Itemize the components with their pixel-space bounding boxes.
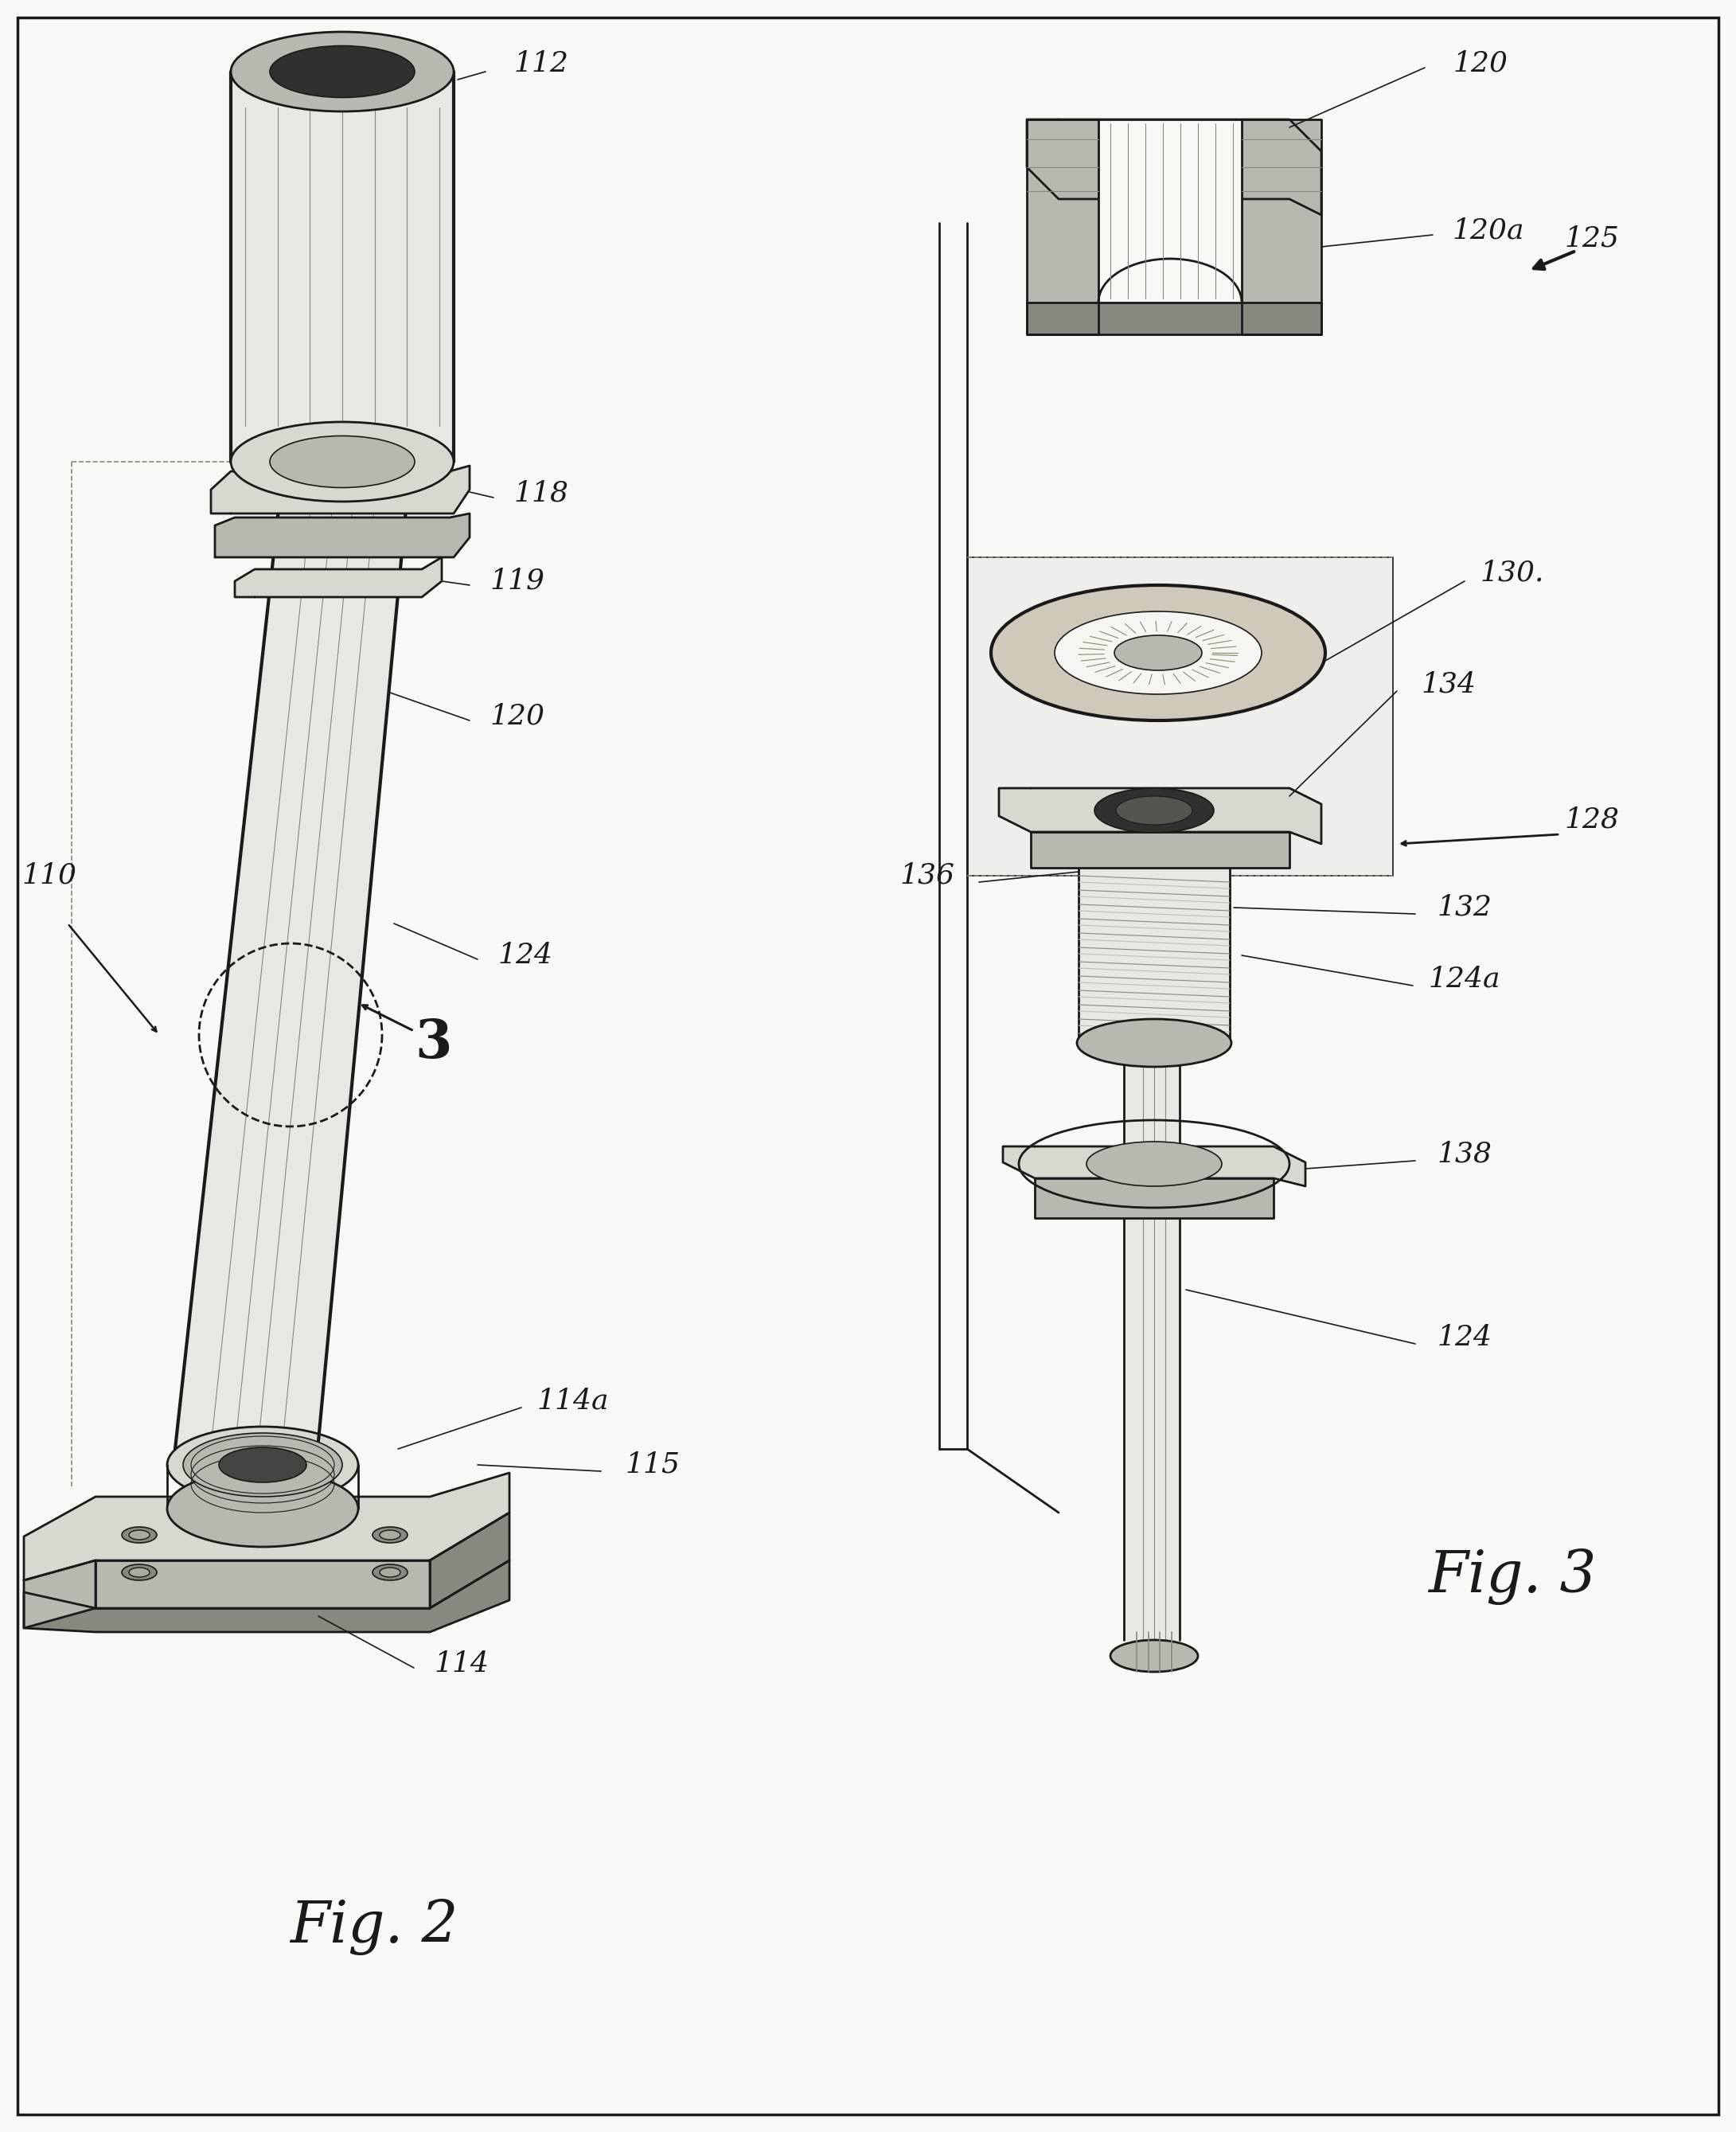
Polygon shape: [24, 1473, 509, 1580]
Polygon shape: [1078, 868, 1229, 1043]
Text: 114: 114: [434, 1650, 490, 1678]
Text: 119: 119: [490, 567, 545, 595]
Text: 118: 118: [514, 480, 569, 507]
Ellipse shape: [167, 1471, 358, 1548]
Text: 130.: 130.: [1481, 561, 1545, 586]
Polygon shape: [234, 556, 441, 597]
Polygon shape: [231, 72, 453, 463]
Polygon shape: [1241, 119, 1321, 335]
Polygon shape: [215, 514, 470, 556]
Text: 124a: 124a: [1429, 966, 1500, 994]
Text: 120a: 120a: [1453, 217, 1524, 245]
Ellipse shape: [1087, 1141, 1222, 1185]
Ellipse shape: [373, 1527, 408, 1544]
Text: 120: 120: [490, 704, 545, 729]
Text: 134: 134: [1422, 672, 1476, 697]
Text: 3: 3: [415, 1017, 453, 1068]
Text: 120: 120: [1453, 51, 1509, 77]
Ellipse shape: [1094, 789, 1213, 834]
Ellipse shape: [1111, 1640, 1198, 1671]
Ellipse shape: [231, 422, 453, 501]
Ellipse shape: [373, 1565, 408, 1580]
Text: 125: 125: [1564, 226, 1620, 252]
Polygon shape: [175, 510, 406, 1450]
Text: 136: 136: [899, 861, 955, 889]
Ellipse shape: [991, 584, 1325, 721]
Ellipse shape: [122, 1527, 156, 1544]
Polygon shape: [1035, 1179, 1274, 1217]
Ellipse shape: [1116, 795, 1193, 825]
Polygon shape: [1031, 831, 1290, 868]
Polygon shape: [1026, 303, 1321, 335]
Polygon shape: [431, 1512, 509, 1608]
Polygon shape: [1099, 119, 1241, 303]
Ellipse shape: [231, 32, 453, 111]
Polygon shape: [998, 789, 1321, 844]
Text: 112: 112: [514, 51, 569, 77]
Polygon shape: [967, 556, 1392, 876]
Ellipse shape: [380, 1567, 401, 1578]
Polygon shape: [1026, 119, 1099, 335]
Ellipse shape: [128, 1567, 149, 1578]
Polygon shape: [1003, 1147, 1305, 1185]
Text: 124: 124: [498, 942, 552, 968]
Polygon shape: [212, 465, 470, 514]
Ellipse shape: [1115, 635, 1201, 669]
Ellipse shape: [182, 1433, 342, 1497]
Ellipse shape: [167, 1426, 358, 1503]
Polygon shape: [1026, 119, 1321, 215]
Ellipse shape: [128, 1531, 149, 1539]
Polygon shape: [95, 1561, 431, 1608]
Polygon shape: [24, 1561, 95, 1629]
Text: 132: 132: [1437, 893, 1491, 921]
Ellipse shape: [1055, 612, 1262, 695]
Ellipse shape: [380, 1531, 401, 1539]
Text: Fig. 3: Fig. 3: [1429, 1548, 1597, 1605]
Ellipse shape: [269, 45, 415, 98]
Ellipse shape: [219, 1448, 307, 1482]
Ellipse shape: [122, 1565, 156, 1580]
Text: 138: 138: [1437, 1141, 1491, 1168]
Text: 115: 115: [625, 1452, 681, 1477]
Text: 114a: 114a: [536, 1388, 609, 1416]
Polygon shape: [24, 1561, 509, 1631]
Ellipse shape: [269, 435, 415, 488]
Ellipse shape: [1076, 1019, 1231, 1066]
Polygon shape: [1123, 1043, 1180, 1640]
Text: 124: 124: [1437, 1324, 1491, 1352]
Text: 110: 110: [23, 861, 76, 889]
Text: Fig. 2: Fig. 2: [290, 1897, 458, 1955]
Text: 128: 128: [1564, 806, 1620, 834]
